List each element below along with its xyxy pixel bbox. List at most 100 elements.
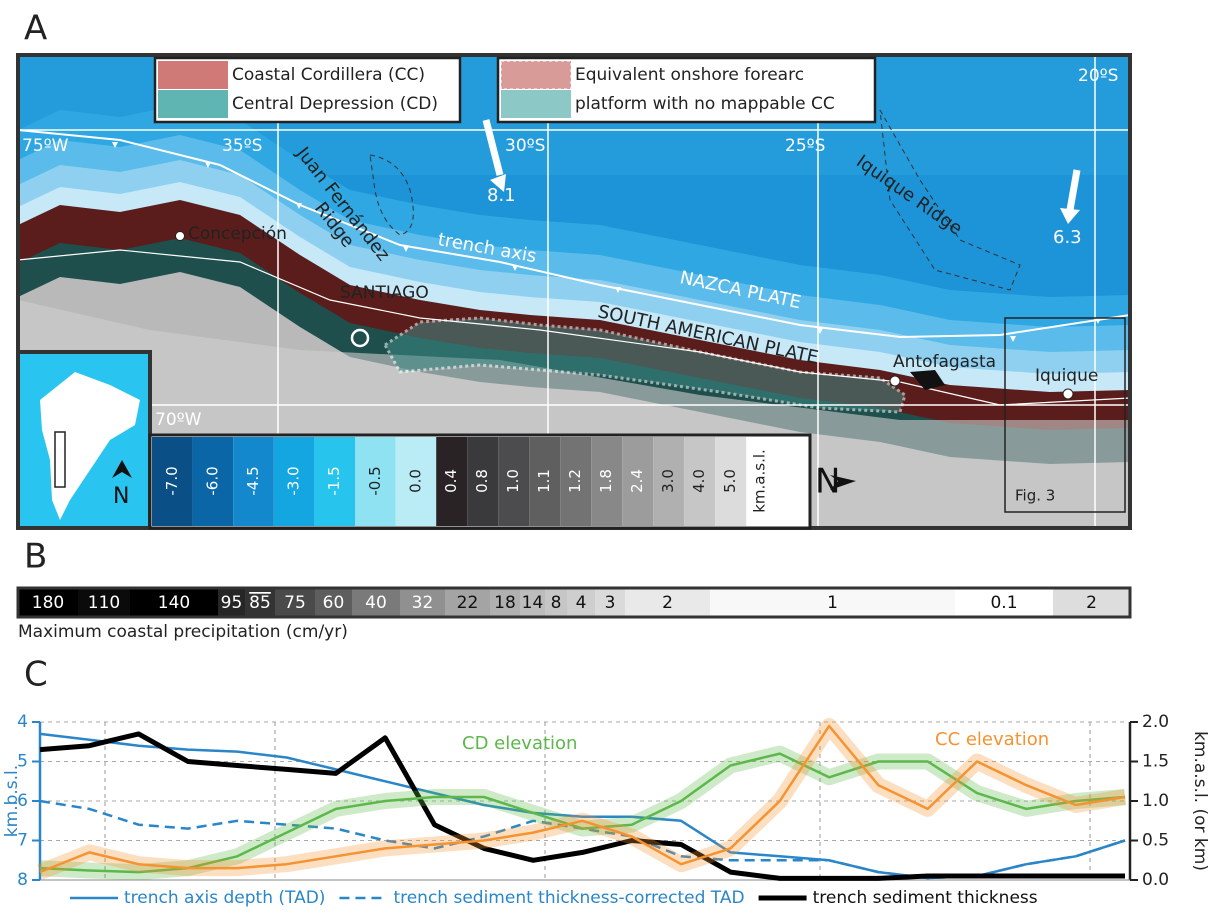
place-label: SANTIAGO — [340, 283, 429, 303]
scale-cell — [560, 437, 592, 526]
scale-cell — [684, 437, 716, 526]
y-tick-label: 6 — [17, 791, 28, 811]
velocity-label: 8.1 — [487, 185, 516, 206]
precip-cell — [18, 588, 78, 617]
scale-label: 1.8 — [597, 469, 615, 493]
scale-label: 4.0 — [690, 469, 708, 493]
precip-value: 85 — [249, 593, 271, 613]
scale-cell — [273, 437, 315, 526]
series-label: CC elevation — [935, 729, 1049, 750]
scale-label: -3.0 — [285, 466, 303, 495]
precip-value: 2 — [1086, 593, 1097, 613]
scale-cell — [715, 437, 747, 526]
y-tick-label: 5 — [17, 752, 28, 772]
series-line — [39, 724, 1126, 874]
scale-label: 2.4 — [628, 469, 646, 493]
precip-cell — [445, 588, 490, 617]
grid-label: 70ºW — [155, 410, 202, 430]
legend-label: Coastal Cordillera (CC) — [232, 65, 425, 85]
scale-cell — [467, 437, 499, 526]
grid-label: 20ºS — [1078, 66, 1118, 86]
precip-value: 110 — [88, 593, 120, 613]
precip-cell — [955, 588, 1053, 617]
y-tick-label: 4 — [17, 712, 28, 732]
precip-cell — [1053, 588, 1130, 617]
legend-label: Central Depression (CD) — [232, 94, 438, 114]
precip-cell — [315, 588, 352, 617]
precip-cell — [567, 588, 595, 617]
scale-cell — [233, 437, 274, 526]
north-label: N — [815, 462, 840, 502]
scale-cell — [436, 437, 468, 526]
scale-cell — [355, 437, 396, 526]
precip-cell — [275, 588, 315, 617]
panel-label: A — [24, 9, 47, 49]
place-label: Antofagasta — [893, 352, 996, 372]
precip-cell — [245, 588, 275, 617]
precip-cell — [710, 588, 955, 617]
precip-frame — [16, 586, 1132, 619]
precip-value: 40 — [365, 593, 387, 613]
velocity-label: 6.3 — [1053, 227, 1082, 248]
place-label: Iquique — [1035, 366, 1098, 386]
precip-cell — [490, 588, 520, 617]
precip-cell — [545, 588, 567, 617]
series-line — [39, 752, 1126, 874]
y-tick-label: 8 — [17, 870, 28, 890]
series-label: CD elevation — [462, 733, 577, 754]
y-axis-title: km.b.s.l. — [2, 765, 22, 837]
precip-value: 4 — [576, 593, 587, 613]
precip-value: 1 — [827, 593, 838, 613]
precip-cell — [352, 588, 400, 617]
precip-cell — [400, 588, 445, 617]
scale-cell — [653, 437, 685, 526]
scale-label: -1.5 — [325, 466, 343, 495]
precip-value: 140 — [158, 593, 190, 613]
panel-label: B — [24, 537, 47, 577]
precip-value: 32 — [412, 593, 434, 613]
precip-value: 180 — [32, 593, 64, 613]
scale-label: 0.4 — [442, 469, 460, 493]
precip-caption: Maximum coastal precipitation (cm/yr) — [18, 622, 348, 642]
precip-value: 95 — [221, 593, 243, 613]
scale-cell — [152, 437, 193, 526]
scale-label: -4.5 — [244, 466, 262, 495]
panel-label: C — [24, 655, 48, 695]
precipitation-bar: 180 110 140 95 85 75 60 40 32 22 18 14 8 4 3 2 1 0.1 2 — [16, 586, 1132, 619]
scale-label: -7.0 — [163, 466, 181, 495]
legend-label: platform with no mappable CC — [575, 94, 835, 114]
place-label: Concepción — [188, 224, 287, 244]
map-legend — [153, 56, 877, 124]
precip-cell — [130, 588, 218, 617]
grid-label: 75ºW — [22, 136, 69, 156]
elevation-scale: -7.0 -6.0 -4.5 -3.0 -1.5 -0.5 0.0 0.4 0.8 1.0 1.1 1… — [148, 433, 812, 530]
scale-label: 5.0 — [721, 469, 739, 493]
precip-value: 14 — [522, 593, 544, 613]
precip-value: 60 — [323, 593, 345, 613]
legend-label: trench sediment thickness — [813, 888, 1038, 908]
precip-cell — [625, 588, 710, 617]
scale-label: 1.1 — [535, 469, 553, 493]
precip-value: 18 — [494, 593, 516, 613]
y2-tick-label: 2.0 — [1142, 712, 1169, 732]
precip-cell — [78, 588, 130, 617]
precip-cell — [218, 588, 245, 617]
scale-label: -6.0 — [203, 466, 221, 495]
inset-map — [16, 350, 152, 530]
figure-reference: Fig. 3 — [1015, 487, 1055, 505]
y2-tick-label: 0.5 — [1142, 831, 1169, 851]
scale-label: 1.2 — [566, 469, 584, 493]
grid-label: 25ºS — [785, 136, 825, 156]
legend-label: trench sediment thickness-corrected TAD — [393, 888, 744, 908]
y2-axis-title: km.a.s.l. (or km) — [1190, 731, 1210, 871]
precip-cell — [520, 588, 545, 617]
scale-label: 1.0 — [504, 469, 522, 493]
scale-label: 0.8 — [473, 469, 491, 493]
precip-value: 0.1 — [990, 593, 1017, 613]
scale-cell — [622, 437, 654, 526]
grid-label: 35ºS — [222, 136, 262, 156]
precip-cell — [595, 588, 625, 617]
scale-cell — [395, 437, 437, 526]
scale-cell — [591, 437, 623, 526]
